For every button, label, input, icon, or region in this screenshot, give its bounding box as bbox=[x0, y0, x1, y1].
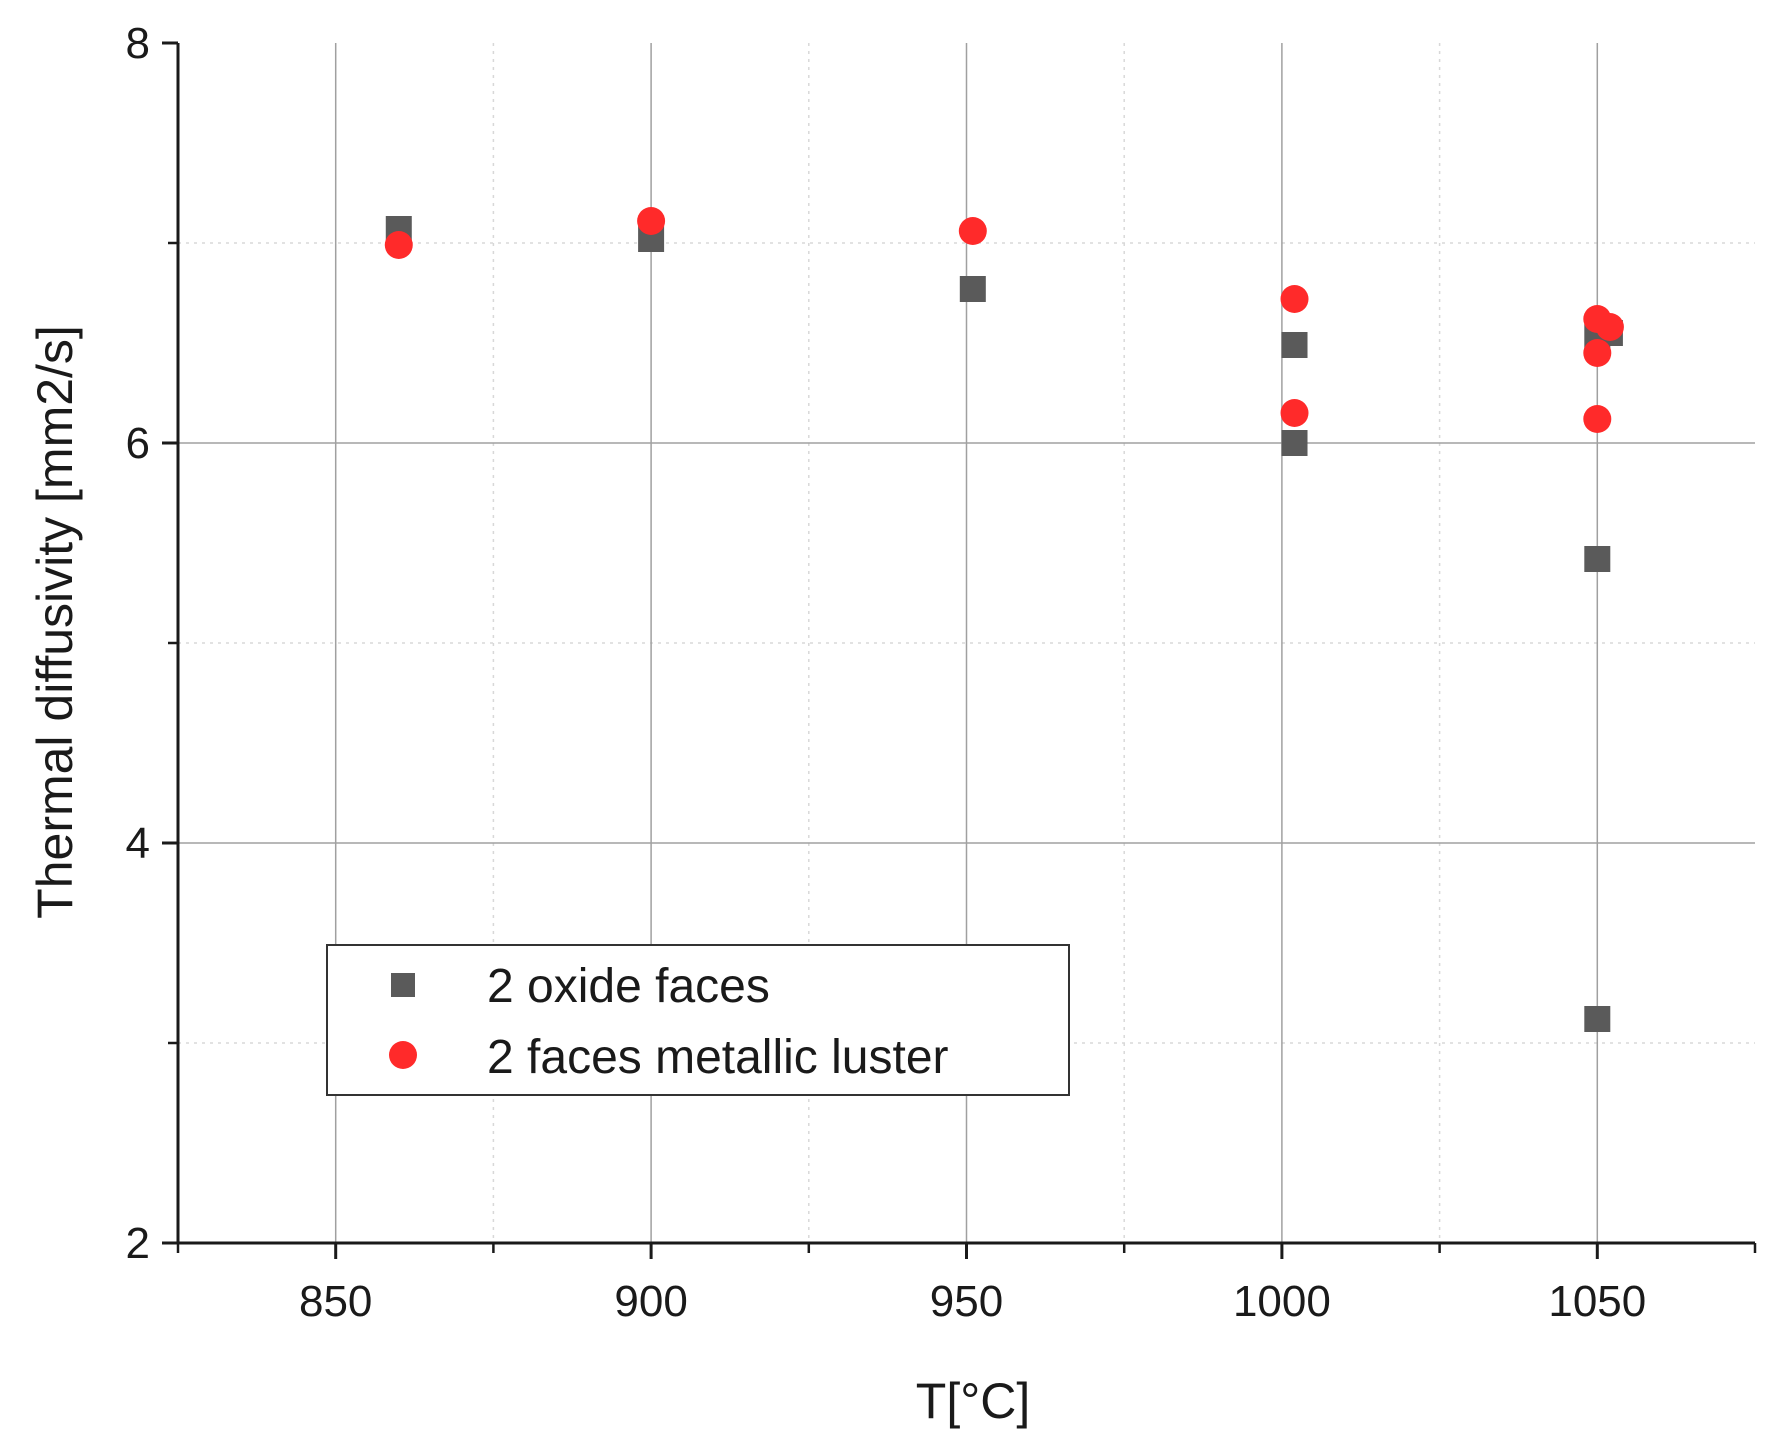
data-point-square bbox=[959, 276, 986, 302]
y-tick-label: 2 bbox=[126, 1219, 150, 1268]
x-tick-label: 850 bbox=[299, 1277, 372, 1326]
data-point-circle bbox=[1280, 399, 1309, 427]
legend-marker-oxide bbox=[391, 973, 415, 997]
data-point-square bbox=[1281, 430, 1308, 456]
x-axis-ticks: 850 900 950 1000 1050 bbox=[176, 1243, 1757, 1326]
y-axis-ticks: 2 4 6 8 bbox=[126, 19, 178, 1268]
data-point-circle bbox=[1583, 405, 1612, 433]
data-point-circle bbox=[637, 207, 666, 235]
legend-label-oxide: 2 oxide faces bbox=[487, 960, 770, 1013]
data-point-square bbox=[1584, 1006, 1611, 1032]
x-tick-label: 1000 bbox=[1233, 1277, 1331, 1326]
data-point-circle bbox=[1583, 339, 1612, 367]
data-point-circle bbox=[958, 217, 987, 245]
data-point-circle bbox=[1595, 313, 1624, 341]
legend-marker-metallic bbox=[389, 1041, 417, 1069]
x-tick-label: 950 bbox=[930, 1277, 1003, 1326]
legend-label-metallic: 2 faces metallic luster bbox=[487, 1031, 949, 1084]
y-tick-label: 4 bbox=[126, 819, 150, 868]
y-tick-label: 6 bbox=[126, 419, 150, 468]
data-point-square bbox=[1281, 332, 1308, 358]
x-tick-label: 1050 bbox=[1548, 1277, 1646, 1326]
data-point-circle bbox=[1280, 285, 1309, 313]
y-tick-label: 8 bbox=[126, 19, 150, 68]
x-axis-title: T[°C] bbox=[916, 1373, 1030, 1429]
y-axis-title: Thermal diffusivity [mm2/s] bbox=[27, 325, 83, 919]
legend: 2 oxide faces 2 faces metallic luster bbox=[326, 944, 1070, 1096]
data-points bbox=[384, 207, 1624, 1032]
data-point-circle bbox=[384, 231, 413, 259]
data-point-square bbox=[1584, 546, 1611, 572]
legend-box bbox=[326, 944, 1070, 1096]
x-tick-label: 900 bbox=[614, 1277, 687, 1326]
